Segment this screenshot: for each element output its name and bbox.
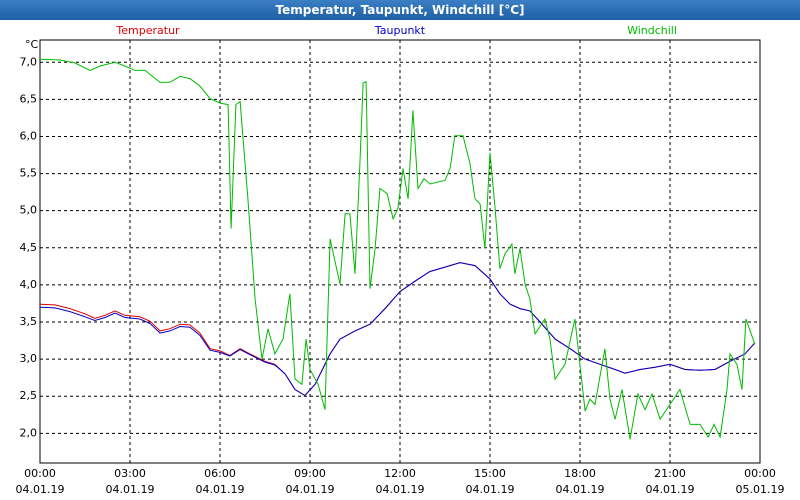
x-tick-label: 12:00 — [384, 467, 416, 480]
y-tick-label: 6,0 — [20, 129, 38, 142]
title-bar: Temperatur, Taupunkt, Windchill [°C] — [0, 0, 800, 20]
y-tick-label: 4,5 — [20, 241, 38, 254]
x-tick-date: 04.01.19 — [286, 483, 335, 496]
y-tick-label: 5,5 — [20, 167, 38, 180]
x-tick-date: 04.01.19 — [376, 483, 425, 496]
y-tick-label: 5,0 — [20, 204, 38, 217]
x-tick-date: 04.01.19 — [646, 483, 695, 496]
x-tick-date: 04.01.19 — [16, 483, 65, 496]
y-tick-label: 6,5 — [20, 92, 38, 105]
y-tick-label: 2,0 — [20, 426, 38, 439]
legend-entry: Temperatur — [115, 24, 180, 37]
legend-entry: Windchill — [627, 24, 677, 37]
chart: °C 2,0 2,5 3,0 3,5 4,0 4,5 5,0 5,5 6,0 6,5 7,0 00:0… — [16, 24, 785, 496]
x-tick-label: 06:00 — [204, 467, 236, 480]
y-unit: °C — [25, 38, 39, 51]
x-tick-label: 00:00 — [744, 467, 776, 480]
series-line — [39, 262, 756, 397]
y-tick-label: 3,5 — [20, 315, 38, 328]
x-tick-label: 03:00 — [114, 467, 146, 480]
series-line — [39, 58, 756, 440]
y-tick-label: 2,5 — [20, 389, 38, 402]
x-tick-label: 15:00 — [474, 467, 506, 480]
x-tick-label: 00:00 — [24, 467, 56, 480]
legend-entry: Taupunkt — [374, 24, 426, 37]
x-tick-date: 05.01.19 — [736, 483, 785, 496]
x-tick-label: 21:00 — [654, 467, 686, 480]
x-tick-date: 04.01.19 — [106, 483, 155, 496]
x-tick-date: 04.01.19 — [556, 483, 605, 496]
x-tick-label: 09:00 — [294, 467, 326, 480]
x-tick-date: 04.01.19 — [196, 483, 245, 496]
y-tick-label: 4,0 — [20, 278, 38, 291]
y-tick-label: 7,0 — [20, 55, 38, 68]
y-tick-label: 3,0 — [20, 352, 38, 365]
x-tick-label: 18:00 — [564, 467, 596, 480]
x-tick-date: 04.01.19 — [466, 483, 515, 496]
